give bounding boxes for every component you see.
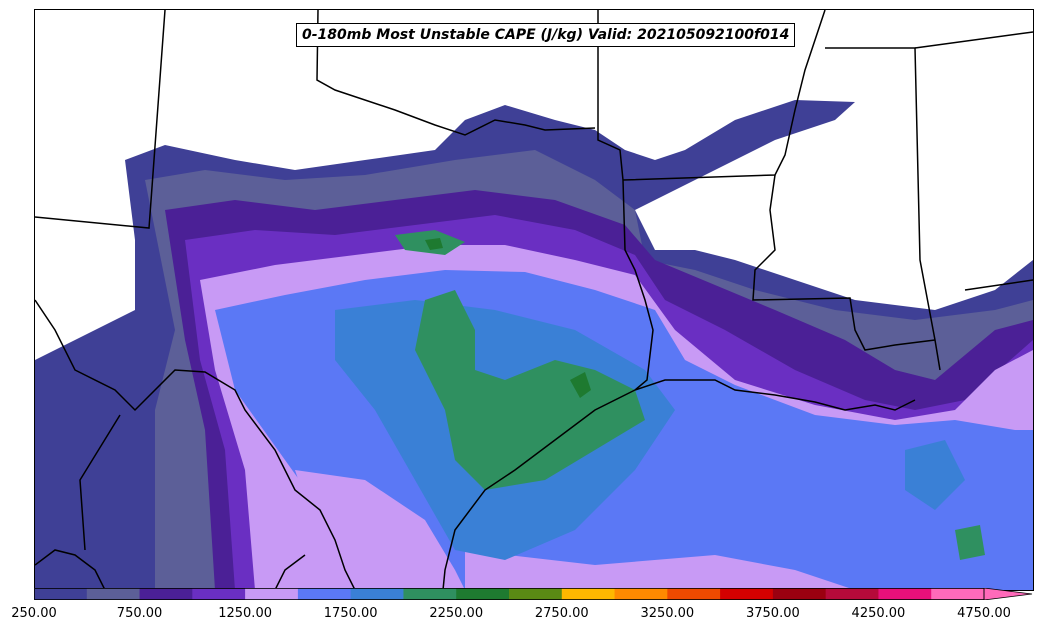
colorbar-segment — [772, 588, 827, 600]
map-panel: 0-180mb Most Unstable CAPE (J/kg) Valid:… — [34, 9, 1034, 591]
colorbar-tick-label: 1750.00 — [323, 606, 378, 621]
colorbar-tick-label: 2250.00 — [429, 606, 484, 621]
cape-map — [35, 10, 1033, 590]
colorbar-tick-label: 3250.00 — [640, 606, 695, 621]
colorbar-tick-label: 2750.00 — [534, 606, 589, 621]
colorbar-tick-label: 4250.00 — [851, 606, 906, 621]
colorbar-tick-label: 3750.00 — [745, 606, 800, 621]
colorbar-segment — [931, 588, 985, 600]
colorbar-segment — [614, 588, 668, 600]
colorbar-segment — [34, 588, 88, 600]
colorbar-segment — [456, 588, 510, 600]
colorbar-tick-label: 1250.00 — [218, 606, 272, 621]
colorbar-segment — [403, 588, 457, 600]
colorbar-tick-label: 250.00 — [11, 606, 57, 621]
colorbar-segment — [561, 588, 616, 600]
colorbar-segment — [509, 588, 563, 600]
colorbar-segment — [297, 588, 352, 600]
colorbar-segment — [667, 588, 721, 600]
colorbar-tick-label: 750.00 — [116, 606, 163, 621]
colorbar-segment — [245, 588, 299, 600]
colorbar-tick-label: 4750.00 — [957, 606, 1011, 621]
colorbar-segment — [825, 588, 879, 600]
colorbar-segment — [139, 588, 193, 600]
colorbar-segment — [350, 588, 404, 600]
colorbar — [34, 588, 1033, 600]
boundaries — [35, 10, 1033, 590]
map-title: 0-180mb Most Unstable CAPE (J/kg) Valid:… — [296, 23, 796, 47]
colorbar-extend-arrow — [983, 588, 1033, 600]
colorbar-border — [34, 588, 985, 600]
colorbar-segment — [720, 588, 774, 600]
cape-contours — [35, 100, 1033, 590]
colorbar-segment — [192, 588, 246, 600]
colorbar-segment — [878, 588, 932, 600]
colorbar-segment — [86, 588, 141, 600]
